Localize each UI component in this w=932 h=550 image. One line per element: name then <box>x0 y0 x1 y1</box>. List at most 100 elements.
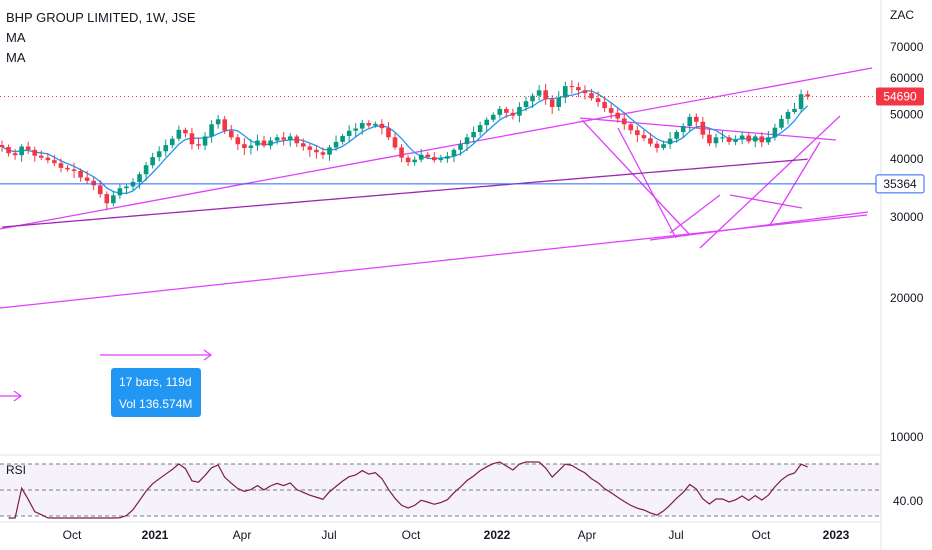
candle-body <box>543 90 548 100</box>
candle-body <box>746 135 751 142</box>
currency-label: ZAC <box>890 8 914 22</box>
candle-body <box>615 112 620 119</box>
candle-body <box>713 137 719 144</box>
ma-indicator-label-1[interactable]: MA <box>6 30 26 45</box>
candle-body <box>202 136 208 146</box>
candle-body <box>432 157 437 161</box>
candle-body <box>268 140 273 146</box>
candle-body <box>65 167 70 170</box>
measure-arrow-head <box>203 349 213 361</box>
candle-body <box>549 99 555 107</box>
candle-body <box>183 129 188 134</box>
candle-body <box>726 137 732 142</box>
candle-body <box>137 174 142 182</box>
candle-body <box>58 163 64 168</box>
horizontal-price-label: 35364 <box>883 177 917 191</box>
candle-body <box>228 130 234 138</box>
candle-body <box>235 137 241 145</box>
candle-body <box>71 169 77 172</box>
candle-body <box>399 147 404 158</box>
candle-body <box>445 156 450 159</box>
candle-body <box>418 154 424 160</box>
candle-body <box>19 146 24 156</box>
y-tick-label: 50000 <box>890 107 924 121</box>
candle-body <box>320 152 326 155</box>
candle-body <box>648 138 653 144</box>
candle-body <box>373 123 378 126</box>
candle-body <box>327 147 332 155</box>
candle-body <box>91 180 96 186</box>
candle-body <box>720 137 725 139</box>
candle-body <box>333 141 339 148</box>
x-tick-label: Oct <box>752 528 771 542</box>
candle-body <box>104 194 110 204</box>
last-price-label-box <box>876 87 924 106</box>
x-tick-label: Jul <box>668 528 683 542</box>
measure-tooltip: 17 bars, 119d Vol 136.574M <box>111 368 201 417</box>
candle-body <box>255 140 260 146</box>
x-tick-label: 2022 <box>484 528 511 542</box>
candle-body <box>589 93 594 99</box>
ma-short-line <box>1 90 809 195</box>
y-tick-label: 60000 <box>890 71 924 85</box>
candle-body <box>156 151 162 158</box>
y-tick-label: 40000 <box>890 152 924 166</box>
candle-body <box>301 143 306 147</box>
candle-body <box>196 144 201 146</box>
x-tick-label: 2021 <box>142 528 169 542</box>
candle-body <box>117 188 123 196</box>
candle-body <box>45 157 51 161</box>
moving-averages-layer <box>1 90 809 228</box>
candle-body <box>563 86 568 98</box>
candle-body <box>438 158 444 161</box>
candle-body <box>661 144 666 148</box>
candle-body <box>595 98 601 103</box>
candle-body <box>497 108 503 115</box>
candle-body <box>189 133 195 145</box>
candle-body <box>635 130 640 136</box>
candle-body <box>281 137 286 140</box>
candle-body <box>209 124 214 137</box>
candle-body <box>582 90 588 94</box>
rsi-band <box>0 464 881 516</box>
candle-body <box>766 137 771 143</box>
candle-body <box>346 130 352 136</box>
candle-body <box>477 125 483 133</box>
candle-body <box>124 186 129 189</box>
candle-body <box>353 128 358 131</box>
candle-body <box>641 135 647 139</box>
trendline <box>699 115 841 249</box>
x-tick-label: Oct <box>402 528 421 542</box>
y-tick-label: 30000 <box>890 210 924 224</box>
candle-body <box>392 137 398 148</box>
candle-body <box>405 157 411 163</box>
ma-indicator-label-2[interactable]: MA <box>6 50 26 65</box>
candle-body <box>6 147 11 154</box>
rsi-label[interactable]: RSI <box>6 463 27 477</box>
candle-body <box>733 139 738 142</box>
candle-body <box>359 123 365 129</box>
candle-body <box>32 149 38 156</box>
x-tick-label: 2023 <box>823 528 850 542</box>
x-tick-label: Apr <box>578 528 597 542</box>
candle-body <box>654 143 660 148</box>
x-tick-label: Oct <box>63 528 82 542</box>
candle-body <box>314 149 319 153</box>
candle-body <box>805 94 810 97</box>
candle-body <box>307 146 313 150</box>
measure-volume-text: Vol 136.574M <box>119 397 193 411</box>
candle-body <box>490 114 496 120</box>
trendline <box>581 119 691 236</box>
rsi-pane: 40.00 <box>0 461 923 519</box>
rsi-tick-label: 40.00 <box>893 494 923 508</box>
x-tick-label: Jul <box>321 528 336 542</box>
candle-body <box>674 132 679 139</box>
candle-body <box>608 108 614 113</box>
candles-layer <box>0 80 810 211</box>
candle-body <box>340 135 345 142</box>
candle-body <box>261 140 267 146</box>
y-tick-label: 10000 <box>890 430 924 444</box>
y-tick-label: 70000 <box>890 40 924 54</box>
candle-body <box>667 138 673 145</box>
